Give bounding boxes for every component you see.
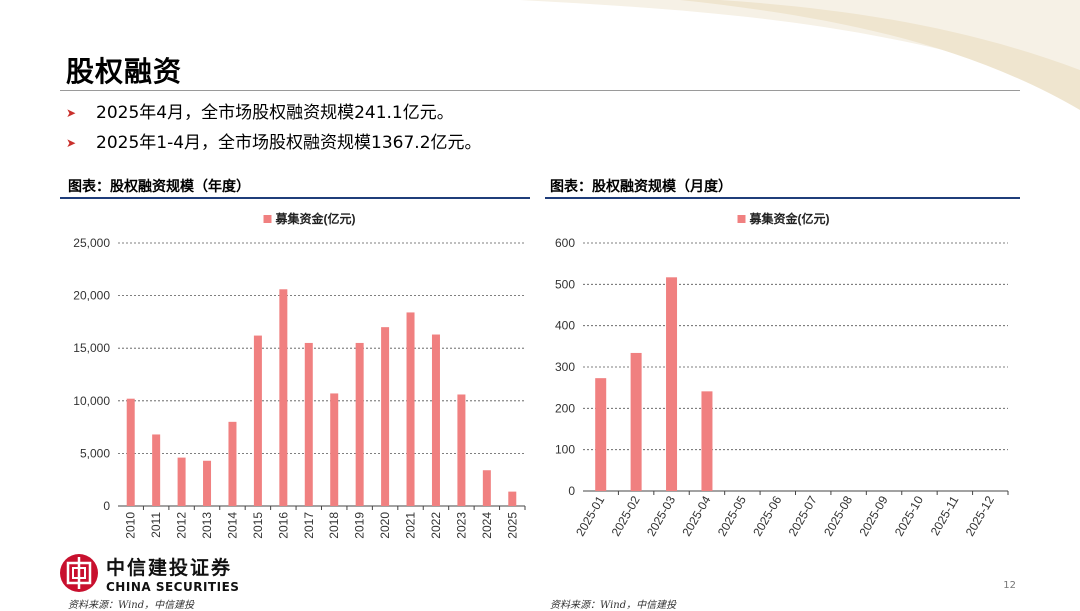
page-title: 股权融资 <box>66 55 183 88</box>
y-tick-label: 400 <box>555 319 575 333</box>
bar <box>126 398 135 506</box>
bar <box>701 391 713 491</box>
bullet-text: 2025年1-4月，全市场股权融资规模1367.2亿元。 <box>96 133 482 153</box>
x-tick-label: 2025-09 <box>856 493 890 538</box>
x-tick-label: 2022 <box>429 512 443 539</box>
x-tick-label: 2025-02 <box>609 493 643 538</box>
bar <box>457 394 466 506</box>
x-tick-label: 2010 <box>124 512 138 539</box>
monthly-chart-title: 图表：股权融资规模（月度） <box>550 179 732 195</box>
x-tick-label: 2014 <box>225 512 239 539</box>
y-tick-label: 15,000 <box>73 341 110 355</box>
x-tick-label: 2025-04 <box>679 493 713 538</box>
bar <box>406 312 415 506</box>
x-tick-label: 2025-06 <box>750 493 784 538</box>
x-tick-label: 2023 <box>454 512 468 539</box>
x-tick-label: 2020 <box>378 512 392 539</box>
bar <box>666 277 678 491</box>
citic-emblem-icon <box>60 554 98 592</box>
x-tick-label: 2011 <box>149 512 163 538</box>
x-tick-label: 2024 <box>480 512 494 539</box>
annual-chart-rule <box>60 197 530 199</box>
x-tick-label: 2025-12 <box>963 493 997 538</box>
x-tick-label: 2025-07 <box>786 493 820 538</box>
y-tick-label: 500 <box>555 277 575 291</box>
x-tick-label: 2025-03 <box>644 493 678 538</box>
bar <box>482 470 491 506</box>
bullet-item: ➤ 2025年1-4月，全市场股权融资规模1367.2亿元。 <box>66 128 482 158</box>
x-tick-label: 2019 <box>353 512 367 539</box>
bar <box>203 460 212 506</box>
x-tick-label: 2018 <box>327 512 341 539</box>
x-tick-label: 2025-08 <box>821 493 855 538</box>
y-tick-label: 0 <box>103 499 110 513</box>
bar <box>228 421 237 506</box>
x-tick-label: 2025-01 <box>573 493 607 538</box>
x-tick-label: 2025 <box>505 512 519 539</box>
bar <box>630 352 642 491</box>
monthly-chart-rule <box>545 197 1020 199</box>
bar <box>330 393 339 506</box>
bar <box>381 327 390 506</box>
x-tick-label: 2025-11 <box>928 493 962 538</box>
bar <box>595 378 607 491</box>
y-tick-label: 200 <box>555 401 575 415</box>
y-tick-label: 100 <box>555 443 575 457</box>
title-divider <box>60 90 1020 91</box>
y-tick-label: 300 <box>555 360 575 374</box>
decorative-swoosh <box>520 0 1080 110</box>
y-tick-label: 600 <box>555 236 575 250</box>
arrow-bullet-icon: ➤ <box>66 106 77 120</box>
bullet-text: 2025年4月，全市场股权融资规模241.1亿元。 <box>96 103 454 123</box>
annual-chart: 募集资金(亿元) 0 5,000 10,000 15,000 20,000 25,000 20… <box>73 211 526 539</box>
y-tick-label: 20,000 <box>73 289 110 303</box>
logo-name-en: CHINA SECURITIES <box>106 579 240 594</box>
x-tick-label: 2017 <box>302 512 316 539</box>
legend-swatch <box>737 215 746 223</box>
bar <box>508 491 517 506</box>
y-tick-label: 5,000 <box>80 446 110 460</box>
x-tick-label: 2012 <box>175 512 189 539</box>
bar <box>253 335 262 506</box>
bar <box>152 434 161 506</box>
y-tick-label: 0 <box>568 484 575 498</box>
bar <box>431 334 440 506</box>
y-tick-label: 25,000 <box>73 236 110 250</box>
bar <box>279 289 288 506</box>
legend-swatch <box>263 215 272 223</box>
arrow-bullet-icon: ➤ <box>66 136 77 150</box>
bar <box>355 342 364 506</box>
page-number: 12 <box>1003 580 1016 591</box>
x-tick-label: 2016 <box>276 512 290 539</box>
logo-name-cn: 中信建投证券 <box>106 556 233 579</box>
x-tick-label: 2025-10 <box>892 493 926 538</box>
x-tick-label: 2025-05 <box>715 493 749 538</box>
monthly-chart-source: 资料来源：Wind，中信建投 <box>550 600 677 611</box>
x-tick-label: 2015 <box>251 512 265 539</box>
x-tick-label: 2013 <box>200 512 214 539</box>
company-logo: 中信建投证券 CHINA SECURITIES <box>58 552 239 594</box>
annual-chart-title: 图表：股权融资规模（年度） <box>68 179 250 195</box>
x-tick-label: 2021 <box>404 512 418 539</box>
bar <box>304 342 313 506</box>
legend-label: 募集资金(亿元) <box>749 211 830 226</box>
annual-chart-source: 资料来源：Wind，中信建投 <box>68 600 195 611</box>
bar <box>177 457 186 506</box>
bullet-list: ➤ 2025年4月，全市场股权融资规模241.1亿元。 ➤ 2025年1-4月，… <box>66 98 482 158</box>
y-tick-label: 10,000 <box>73 394 110 408</box>
bullet-item: ➤ 2025年4月，全市场股权融资规模241.1亿元。 <box>66 98 482 128</box>
legend-label: 募集资金(亿元) <box>275 211 356 226</box>
